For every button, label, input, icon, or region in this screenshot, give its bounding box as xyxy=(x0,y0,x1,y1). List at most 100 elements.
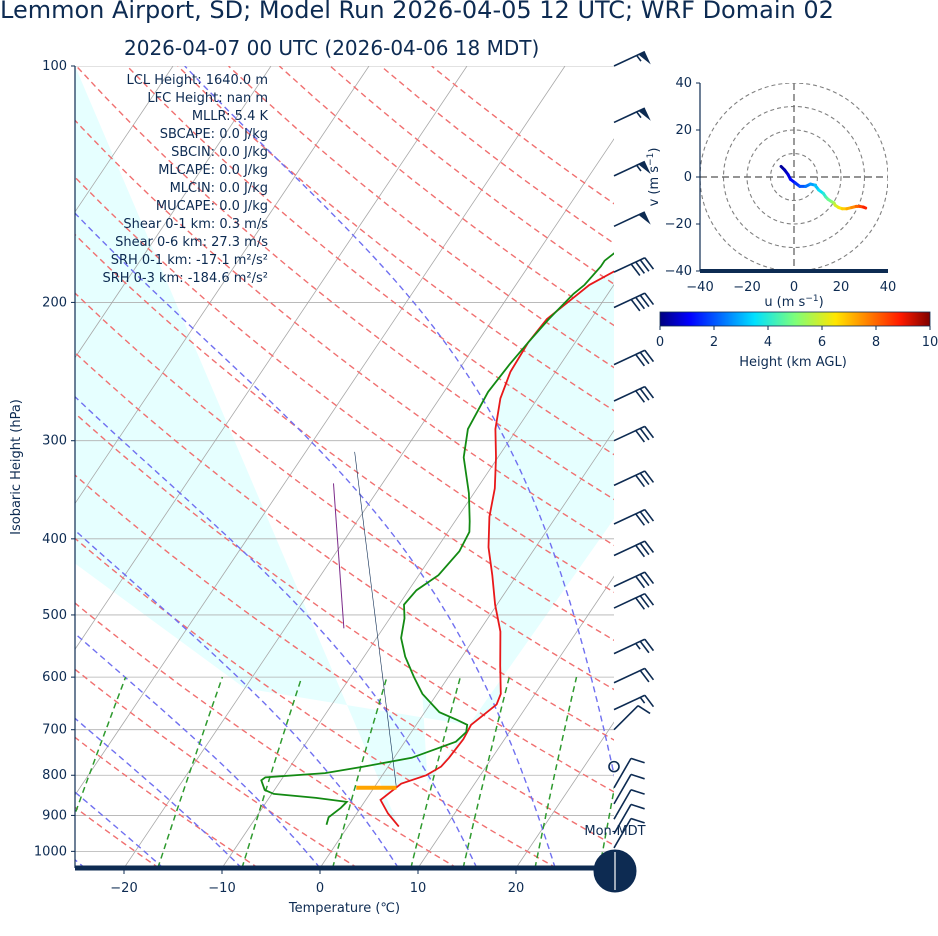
barb-staff xyxy=(613,818,632,849)
wind-barb xyxy=(613,292,655,312)
barb-full xyxy=(639,388,650,401)
barb-staff xyxy=(613,349,646,366)
barb-full xyxy=(630,298,641,312)
barb-full xyxy=(644,292,655,306)
moist-adiabat-line xyxy=(75,395,478,868)
barb-full xyxy=(639,351,650,365)
barb-staff xyxy=(613,774,632,805)
mixing-ratio-line xyxy=(534,676,578,868)
wind-barb xyxy=(613,470,655,488)
barb-staff xyxy=(613,804,632,835)
y-tick-label: 1000 xyxy=(34,844,67,859)
stat-sbcape: SBCAPE: 0.0 J/kg xyxy=(159,127,268,142)
mixing-ratio-line xyxy=(598,786,614,868)
hodograph-y-tick-label: 20 xyxy=(675,123,692,138)
dry-adiabat-line xyxy=(75,66,614,501)
dry-adiabat-line xyxy=(126,66,614,456)
wind-barb xyxy=(613,592,655,610)
colorbar-tick-label: 6 xyxy=(818,335,826,350)
dry-adiabat-line xyxy=(75,474,614,846)
wind-barb xyxy=(613,211,651,228)
barb-full xyxy=(637,704,651,715)
x-axis-label: Temperature (℃) xyxy=(288,901,400,916)
barb-full xyxy=(630,803,645,810)
temperature-profile-line xyxy=(379,270,614,828)
barb-full xyxy=(630,817,645,824)
hodograph-y-tick-label: −40 xyxy=(665,264,692,279)
barb-half xyxy=(635,642,641,650)
hodograph-x-tick-label: 0 xyxy=(790,280,798,295)
barb-staff xyxy=(613,160,646,177)
stat-mlcin: MLCIN: 0.0 J/kg xyxy=(169,181,268,196)
barb-staff xyxy=(613,257,646,273)
barb-staff xyxy=(613,385,646,402)
mixing-ratio-line xyxy=(75,676,127,816)
dry-adiabat-line xyxy=(75,806,160,868)
barb-staff xyxy=(613,50,646,67)
barb-full xyxy=(644,257,655,270)
colorbar-tick-label: 4 xyxy=(764,335,772,350)
hodograph-x-tick-label: 20 xyxy=(833,280,850,295)
stat-shear-0-1km: Shear 0-1 km: 0.3 m/s xyxy=(123,217,268,232)
isotherm-line xyxy=(123,138,614,868)
moist-adiabat-line xyxy=(75,791,164,868)
y-tick-label: 800 xyxy=(42,768,67,783)
barb-staff xyxy=(613,571,646,588)
hodograph-x-tick-label: −20 xyxy=(733,280,760,295)
wind-barb xyxy=(613,385,655,403)
x-tick-label: 10 xyxy=(410,881,427,896)
hodograph-x-tick-label: −40 xyxy=(686,280,713,295)
isotherm-line xyxy=(75,66,272,359)
y-tick-label: 900 xyxy=(42,808,67,823)
wind-barb xyxy=(613,50,651,67)
stat-sbcin: SBCIN: 0.0 J/kg xyxy=(171,145,268,160)
dry-adiabat-line xyxy=(75,292,614,691)
isotherm-line xyxy=(75,66,174,213)
stat-shear-0-6km: Shear 0-6 km: 27.3 m/s xyxy=(115,235,268,250)
stat-mllr: MLLR: 5.4 K xyxy=(191,109,268,124)
barb-full xyxy=(644,349,655,363)
wind-barb xyxy=(613,773,645,805)
figure-title: Lemmon Airport, SD; Model Run 2026-04-05… xyxy=(0,0,834,24)
y-tick-label: 700 xyxy=(42,723,67,738)
barb-pennant xyxy=(638,51,651,65)
hodograph-x-axis-label: u (m s−1) xyxy=(764,294,823,310)
barb-full xyxy=(639,573,650,587)
figure-subtitle: 2026-04-07 00 UTC (2026-04-06 18 MDT) xyxy=(124,36,540,60)
sounding-stats-panel: LCL Height: 1640.0 m LFC Height: nan m M… xyxy=(66,72,268,288)
barb-full xyxy=(635,513,646,526)
barb-staff xyxy=(613,667,646,684)
wind-barb xyxy=(613,107,651,124)
y-axis-label: Isobaric Height (hPa) xyxy=(9,399,24,535)
hodograph-plot-area xyxy=(700,83,888,271)
moist-adiabat-line xyxy=(75,212,556,868)
isotherm-line xyxy=(613,867,614,868)
barb-full xyxy=(644,540,655,554)
wind-barb xyxy=(613,257,655,276)
wind-barb xyxy=(613,160,651,177)
barb-full xyxy=(644,571,655,585)
barb-staff xyxy=(613,789,632,820)
wind-barb xyxy=(613,508,655,526)
barb-full xyxy=(635,296,646,310)
moist-adiabat-line xyxy=(184,66,614,778)
reference-line xyxy=(332,483,345,629)
mixing-ratio-line xyxy=(241,676,303,868)
barb-staff xyxy=(613,638,646,655)
barb-staff xyxy=(613,292,646,309)
barb-full xyxy=(639,640,650,654)
barb-staff xyxy=(613,425,646,442)
moist-adiabat-line xyxy=(75,632,321,868)
wind-barb xyxy=(613,667,655,684)
barb-full xyxy=(630,757,645,764)
barb-pennant xyxy=(638,108,651,121)
isotherm-line xyxy=(515,721,614,868)
barb-half xyxy=(636,164,642,172)
barb-full xyxy=(644,694,655,708)
dewpoint-profile-line xyxy=(260,252,614,826)
isotherm-line xyxy=(75,66,566,796)
skew-t-plot-area xyxy=(75,66,614,868)
shaded-region xyxy=(75,66,614,827)
